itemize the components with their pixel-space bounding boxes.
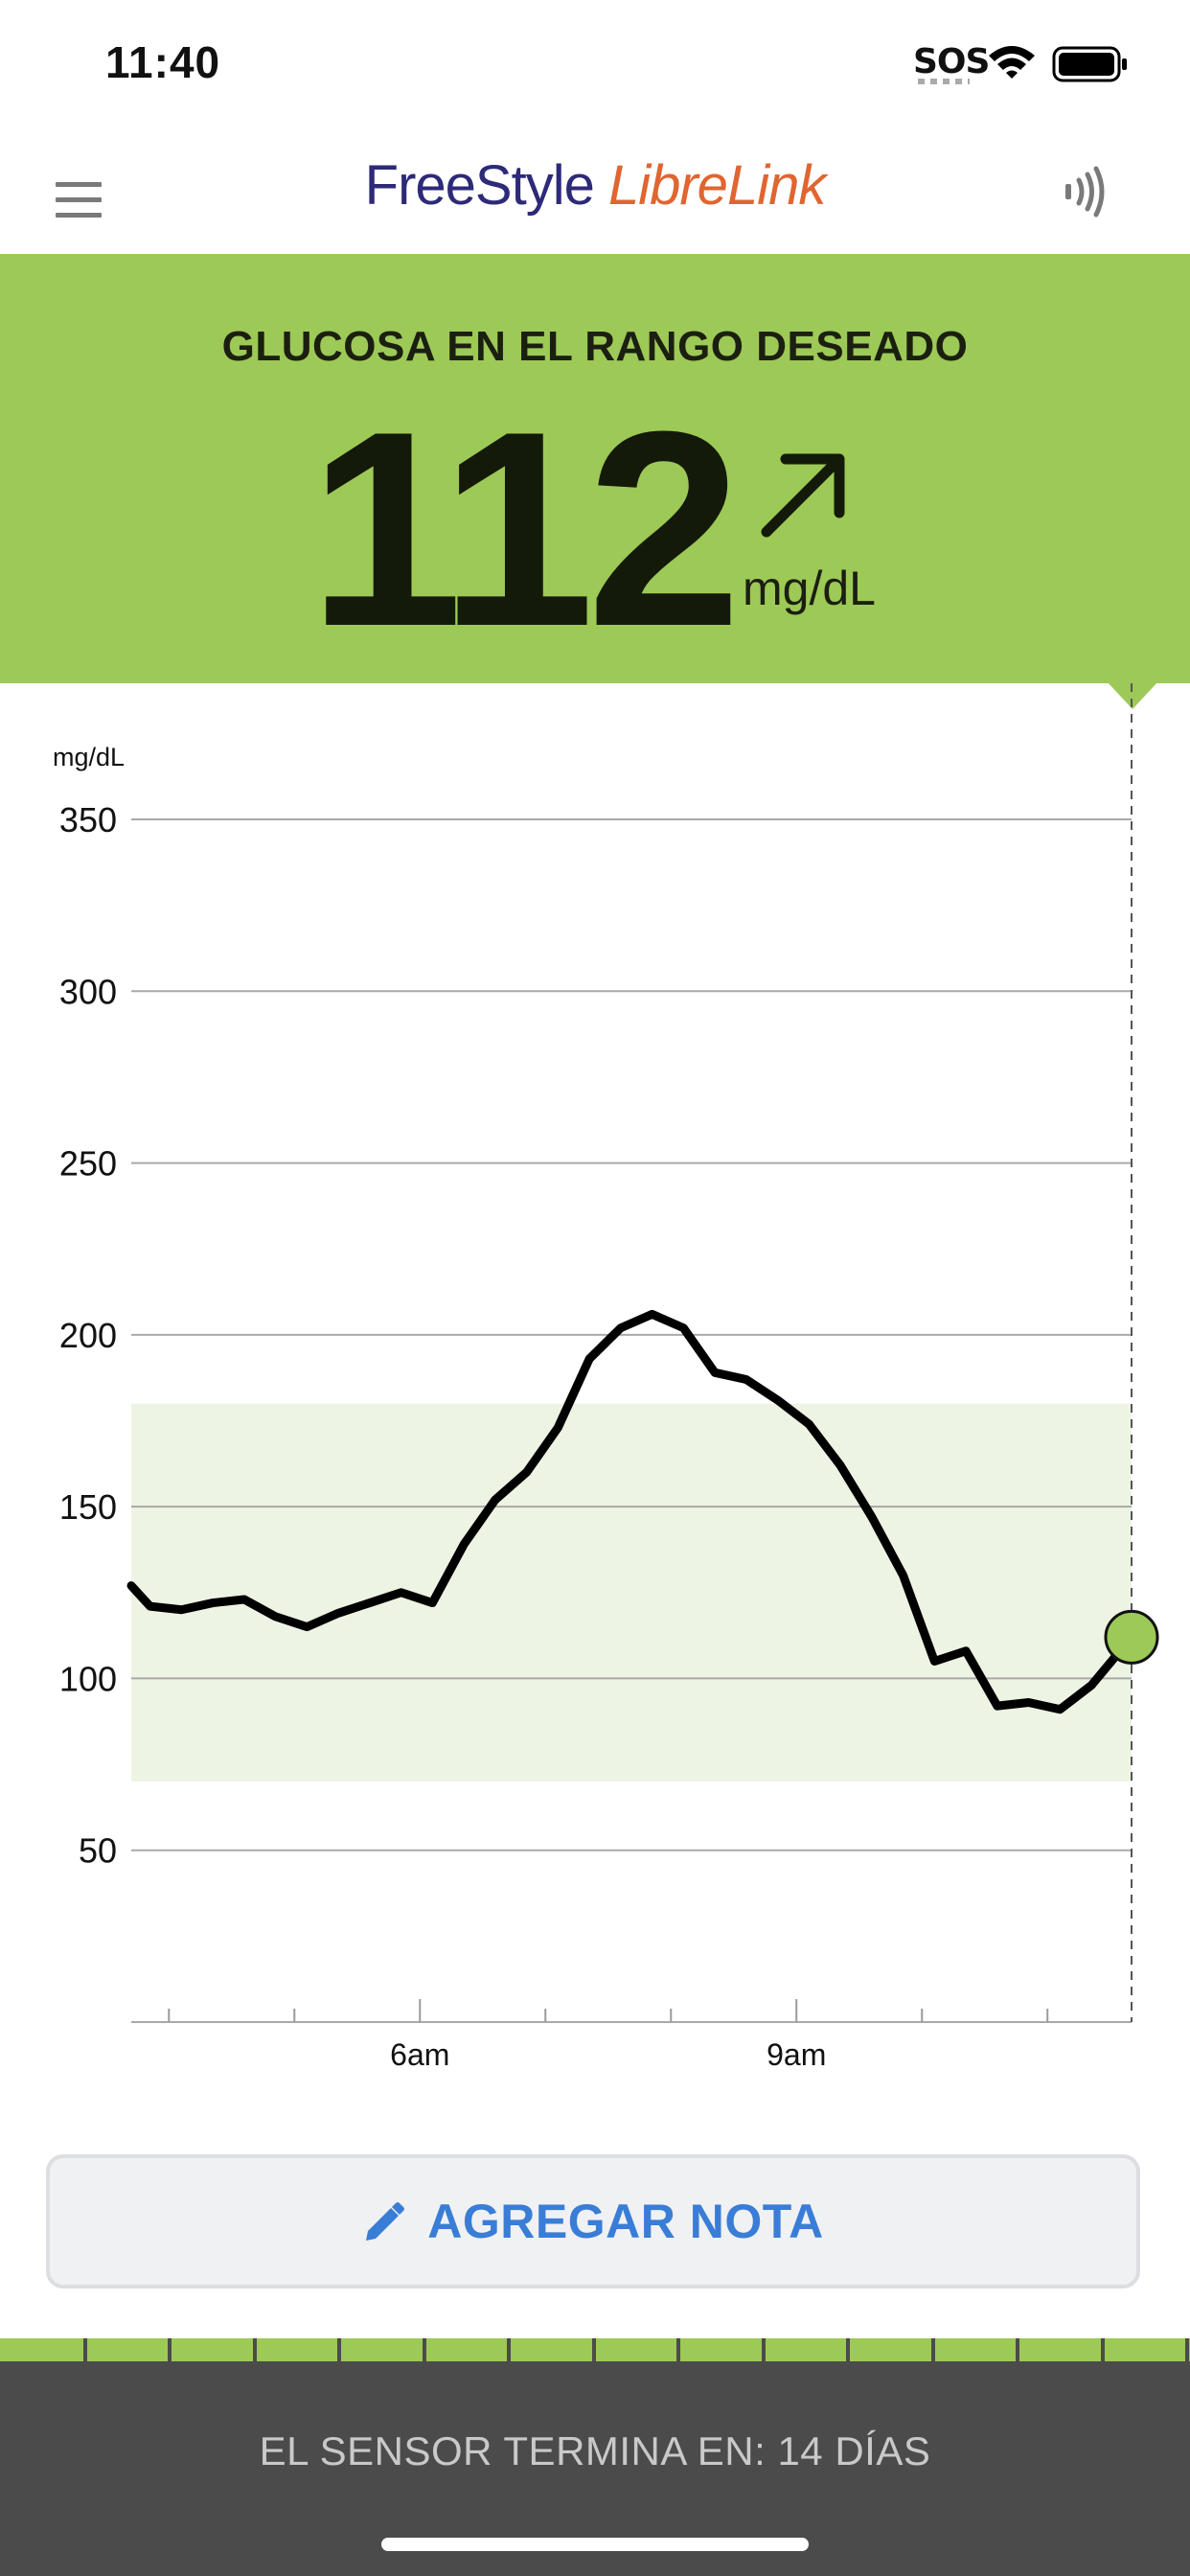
arrow-up-right-icon — [761, 453, 845, 538]
sensor-day-tick — [1185, 2338, 1189, 2361]
y-tick-label-100: 100 — [59, 1659, 117, 1698]
sensor-day-tick — [846, 2338, 850, 2361]
x-tick-label-9am: 9am — [767, 2037, 826, 2072]
y-axis-unit-label: mg/dL — [53, 743, 125, 771]
sensor-day-tick — [1016, 2338, 1019, 2361]
y-tick-label-300: 300 — [59, 972, 117, 1011]
home-indicator[interactable] — [381, 2538, 809, 2551]
sensor-day-tick — [507, 2338, 511, 2361]
glucose-trace-line — [126, 1309, 1136, 1714]
y-tick-label-200: 200 — [59, 1316, 117, 1355]
brand-logo: FreeStyle LibreLink — [0, 153, 1190, 218]
current-reading-point — [1104, 1609, 1159, 1665]
y-tick-label-50: 50 — [79, 1831, 117, 1871]
sensor-day-tick — [930, 2338, 935, 2361]
sos-indicator: SOS — [913, 42, 990, 81]
status-time: 11:40 — [105, 37, 221, 87]
x-tick-label-6am: 6am — [390, 2037, 449, 2072]
glucose-status-label: GLUCOSA EN EL RANGO DESEADO — [221, 323, 969, 370]
target-range-band — [131, 1403, 1132, 1782]
sos-dots — [918, 79, 970, 84]
glucose-unit: mg/dL — [743, 562, 876, 615]
sensor-day-tick — [252, 2338, 257, 2361]
sensor-day-tick — [676, 2338, 680, 2361]
sensor-day-tick — [168, 2338, 172, 2361]
sensor-day-tick — [761, 2338, 766, 2361]
battery-icon — [1052, 46, 1127, 82]
y-tick-label-350: 350 — [59, 800, 117, 840]
wifi-icon — [989, 46, 1035, 79]
scan-sensor-icon[interactable] — [1062, 163, 1119, 220]
brand-name-freestyle: FreeStyle — [364, 154, 608, 217]
sensor-day-tick — [1100, 2338, 1105, 2361]
hamburger-menu-icon[interactable] — [56, 182, 102, 218]
glucose-chart-svg: mg/dL 50 100 150 200 250 300 350 6am 9am — [53, 683, 1159, 2072]
sensor-day-tick — [591, 2338, 596, 2361]
sensor-remaining-text: EL SENSOR TERMINA EN: 14 DÍAS — [259, 2428, 931, 2473]
glucose-value: 112 — [309, 374, 742, 684]
sensor-day-tick — [337, 2338, 341, 2361]
status-bar: 11:40 SOS — [0, 0, 1190, 134]
sensor-life-bar — [0, 2338, 1190, 2361]
add-note-button[interactable]: AGREGAR NOTA — [46, 2154, 1140, 2288]
sensor-day-tick — [82, 2338, 87, 2361]
brand-name-librelink: LibreLink — [607, 154, 826, 217]
y-tick-label-250: 250 — [59, 1144, 117, 1184]
add-note-label: AGREGAR NOTA — [427, 2195, 824, 2248]
sensor-footer: EL SENSOR TERMINA EN: 14 DÍAS — [0, 2338, 1190, 2576]
app-header: FreeStyle LibreLink — [0, 134, 1190, 254]
glucose-banner: GLUCOSA EN EL RANGO DESEADO 112 mg/dL — [0, 254, 1190, 683]
glucose-chart: mg/dL 50 100 150 200 250 300 350 6am 9am — [0, 683, 1190, 2092]
sensor-day-tick — [422, 2338, 426, 2361]
pencil-icon — [366, 2202, 405, 2241]
y-tick-label-150: 150 — [59, 1487, 117, 1527]
